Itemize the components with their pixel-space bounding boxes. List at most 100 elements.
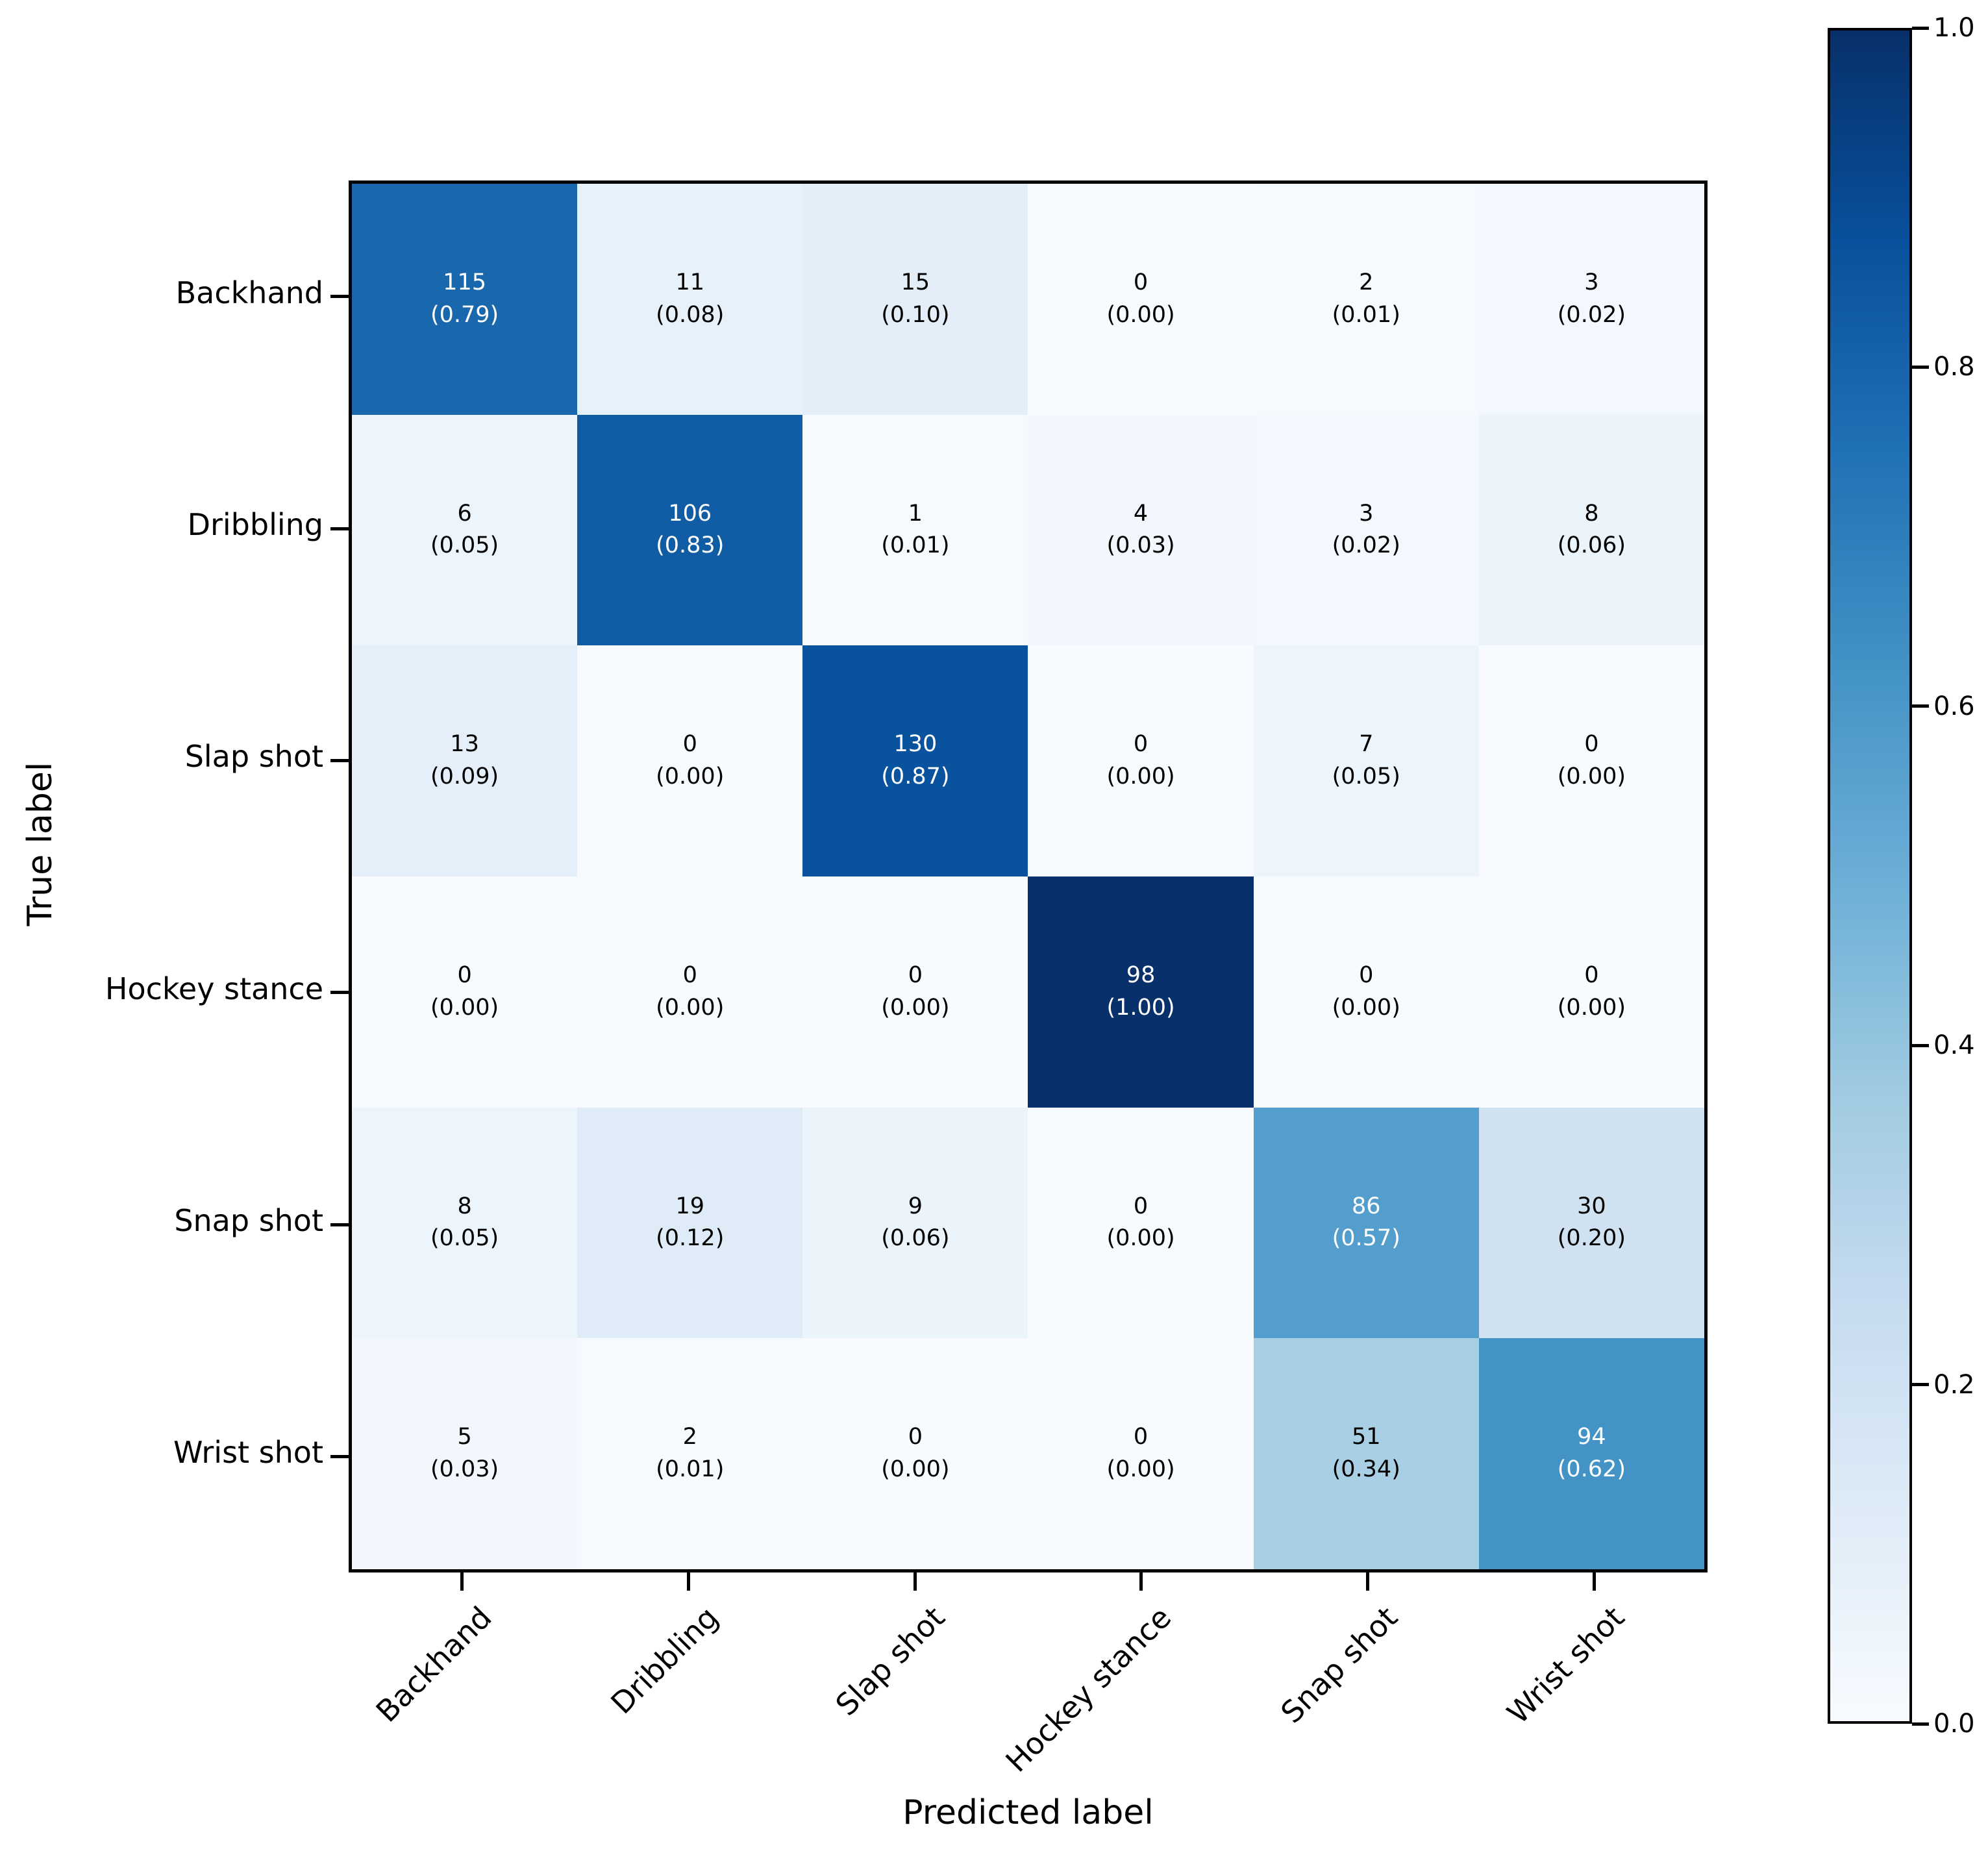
heatmap-cell: 6 (0.05): [352, 414, 578, 646]
y-tick-label: Slap shot: [184, 739, 323, 775]
cell-count: 1: [908, 500, 923, 527]
heatmap-cell: 0 (0.00): [577, 645, 803, 876]
x-tick-mark: [1593, 1572, 1597, 1591]
cell-count: 11: [675, 269, 705, 296]
heatmap-cell: 7 (0.05): [1253, 645, 1479, 876]
x-tick-label: Snap shot: [1274, 1600, 1404, 1730]
colorbar-tick-mark: [1912, 1722, 1929, 1726]
cell-proportion: (0.03): [1106, 532, 1175, 559]
y-tick-mark: [330, 1454, 349, 1458]
cell-proportion: (0.79): [430, 301, 499, 328]
cell-count: 8: [457, 1193, 472, 1219]
heatmap-cell: 11 (0.08): [577, 184, 803, 415]
cell-count: 0: [1584, 731, 1599, 758]
colorbar-tick-mark: [1912, 26, 1929, 30]
cell-proportion: (0.01): [1332, 301, 1400, 328]
heatmap-cell: 2 (0.01): [1253, 184, 1479, 415]
cell-count: 4: [1133, 500, 1149, 527]
heatmap-cell: 0 (0.00): [1028, 1107, 1254, 1339]
cell-count: 8: [1584, 500, 1599, 527]
heatmap-cell: 0 (0.00): [1478, 645, 1704, 876]
x-tick-mark: [1139, 1572, 1143, 1591]
x-tick-mark: [913, 1572, 917, 1591]
cell-proportion: (0.10): [881, 301, 950, 328]
cell-count: 5: [457, 1424, 472, 1450]
x-tick-label: Slap shot: [828, 1600, 952, 1723]
heatmap-cell: 0 (0.00): [1028, 1338, 1254, 1569]
heatmap-cell: 5 (0.03): [352, 1338, 578, 1569]
colorbar-tick-label: 0.0: [1933, 1709, 1975, 1739]
cell-proportion: (0.00): [881, 1456, 950, 1483]
cell-count: 3: [1359, 500, 1374, 527]
cell-proportion: (0.06): [881, 1225, 950, 1252]
cell-count: 13: [450, 731, 479, 758]
x-tick-mark: [460, 1572, 464, 1591]
y-tick-label: Dribbling: [187, 507, 323, 542]
cell-count: 98: [1126, 962, 1156, 989]
cell-proportion: (0.00): [656, 764, 725, 790]
cell-count: 86: [1351, 1193, 1381, 1219]
heatmap-cell: 8 (0.06): [1478, 414, 1704, 646]
heatmap-cell: 86 (0.57): [1253, 1107, 1479, 1339]
cell-count: 30: [1577, 1193, 1606, 1219]
x-axis-title: Predicted label: [902, 1793, 1154, 1832]
cell-proportion: (0.87): [881, 764, 950, 790]
y-tick-mark: [330, 1223, 349, 1226]
cell-proportion: (0.00): [1106, 1225, 1175, 1252]
heatmap-cell: 15 (0.10): [802, 184, 1028, 415]
colorbar-tick-mark: [1912, 704, 1929, 708]
cell-count: 115: [443, 269, 486, 296]
heatmap-cell: 0 (0.00): [1028, 645, 1254, 876]
cell-proportion: (0.83): [656, 532, 725, 559]
cell-count: 130: [893, 731, 938, 758]
cell-count: 0: [1133, 1193, 1149, 1219]
cell-proportion: (0.09): [430, 764, 499, 790]
cell-count: 0: [682, 731, 697, 758]
cell-proportion: (1.00): [1106, 994, 1175, 1021]
cell-count: 19: [675, 1193, 705, 1219]
cell-proportion: (0.00): [1106, 1456, 1175, 1483]
x-tick-label: Hockey stance: [999, 1600, 1178, 1779]
y-tick-mark: [330, 991, 349, 995]
heatmap-cell: 0 (0.00): [802, 876, 1028, 1108]
cell-proportion: (0.00): [1557, 764, 1626, 790]
x-tick-label: Backhand: [369, 1600, 499, 1729]
heatmap-cell: 94 (0.62): [1478, 1338, 1704, 1569]
cell-count: 2: [1359, 269, 1374, 296]
cell-count: 94: [1577, 1424, 1606, 1450]
heatmap-cell: 30 (0.20): [1478, 1107, 1704, 1339]
cell-count: 0: [1584, 962, 1599, 989]
cell-proportion: (0.05): [430, 1225, 499, 1252]
heatmap-cell: 0 (0.00): [1028, 184, 1254, 415]
cell-count: 106: [668, 500, 712, 527]
cell-proportion: (0.00): [1557, 994, 1626, 1021]
y-tick-label: Hockey stance: [105, 971, 323, 1006]
cell-count: 6: [457, 500, 472, 527]
cell-count: 51: [1351, 1424, 1381, 1450]
cell-proportion: (0.02): [1332, 532, 1400, 559]
cell-count: 0: [457, 962, 472, 989]
cell-count: 3: [1584, 269, 1599, 296]
cell-count: 9: [908, 1193, 923, 1219]
cell-proportion: (0.08): [656, 301, 725, 328]
cell-proportion: (0.20): [1557, 1225, 1626, 1252]
cell-proportion: (0.00): [1332, 994, 1400, 1021]
x-tick-mark: [1366, 1572, 1370, 1591]
heatmap-cell: 130 (0.87): [802, 645, 1028, 876]
heatmap-cell: 98 (1.00): [1028, 876, 1254, 1108]
y-tick-label: Backhand: [175, 275, 323, 310]
cell-proportion: (0.12): [656, 1225, 725, 1252]
cell-proportion: (0.00): [1106, 764, 1175, 790]
y-tick-mark: [330, 527, 349, 530]
heatmap-cell: 106 (0.83): [577, 414, 803, 646]
heatmap-cell: 3 (0.02): [1253, 414, 1479, 646]
colorbar-tick-label: 0.6: [1933, 691, 1975, 721]
cell-count: 0: [908, 962, 923, 989]
y-axis-title: True label: [21, 762, 60, 926]
heatmap-cell: 19 (0.12): [577, 1107, 803, 1339]
cell-count: 0: [1133, 1424, 1149, 1450]
cell-count: 0: [682, 962, 697, 989]
heatmap-cell: 4 (0.03): [1028, 414, 1254, 646]
colorbar-gradient: [1828, 28, 1912, 1724]
